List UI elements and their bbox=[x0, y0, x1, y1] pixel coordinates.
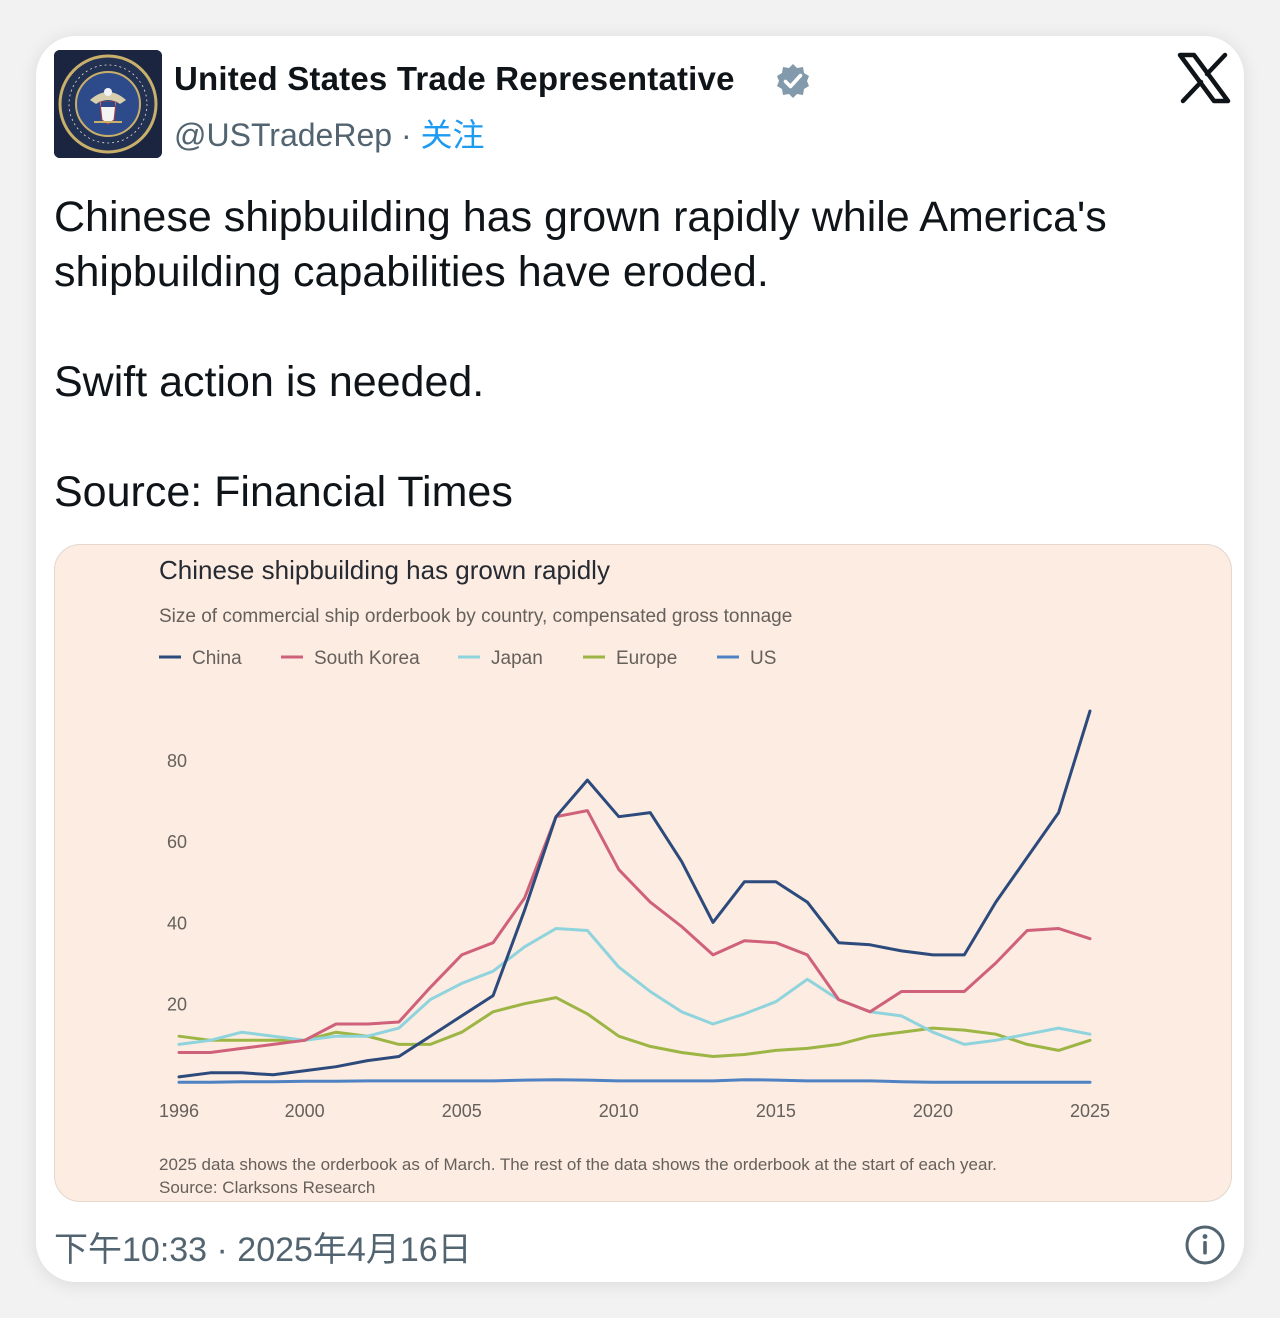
legend-item: US bbox=[717, 648, 776, 669]
y-tick-label: 20 bbox=[167, 995, 187, 1015]
legend-label: Japan bbox=[491, 648, 543, 669]
chart-legend: China South Korea Japan Europe US bbox=[159, 648, 776, 669]
series-line-us bbox=[177, 1078, 1092, 1084]
x-axis: 1996 2000 2005 2010 2015 2020 2025 bbox=[159, 1101, 1110, 1121]
series-line-china bbox=[177, 709, 1092, 1079]
series-line-south-korea bbox=[177, 809, 1092, 1054]
chart-plot-area bbox=[177, 709, 1092, 1084]
tweet-text-line: Source: Financial Times bbox=[54, 468, 513, 516]
legend-label: South Korea bbox=[314, 648, 420, 669]
series-line-europe bbox=[177, 996, 1092, 1058]
legend-item: South Korea bbox=[281, 648, 420, 669]
chart-footnote: 2025 data shows the orderbook as of Marc… bbox=[159, 1155, 997, 1174]
x-tick-label: 2000 bbox=[285, 1101, 325, 1121]
y-tick-label: 80 bbox=[167, 751, 187, 771]
y-tick-label: 60 bbox=[167, 832, 187, 852]
chart-svg: Chinese shipbuilding has grown rapidly S… bbox=[159, 555, 1110, 1197]
x-tick-label: 1996 bbox=[159, 1101, 199, 1121]
y-tick-label: 40 bbox=[167, 913, 187, 933]
info-icon[interactable] bbox=[1184, 1224, 1226, 1266]
legend-item: Japan bbox=[458, 648, 543, 669]
x-logo-icon[interactable] bbox=[1176, 52, 1232, 104]
chart-source: Source: Clarksons Research bbox=[159, 1178, 375, 1197]
tweet-text-line: shipbuilding capabilities have eroded. bbox=[54, 248, 769, 296]
user-handle[interactable]: @USTradeRep bbox=[174, 117, 393, 153]
tweet-text: Chinese shipbuilding has grown rapidly w… bbox=[54, 190, 1214, 520]
tweet-text-line: Chinese shipbuilding has grown rapidly w… bbox=[54, 193, 1107, 241]
verified-badge-icon bbox=[777, 64, 809, 98]
legend-label: China bbox=[192, 648, 242, 669]
tweet-timestamp[interactable]: 下午10:33 · 2025年4月16日 bbox=[54, 1231, 472, 1269]
x-tick-label: 2015 bbox=[756, 1101, 796, 1121]
x-tick-label: 2020 bbox=[913, 1101, 953, 1121]
tweet-text-line: Swift action is needed. bbox=[54, 358, 485, 406]
chart-image[interactable]: Chinese shipbuilding has grown rapidly S… bbox=[54, 544, 1232, 1202]
chart-subtitle: Size of commercial ship orderbook by cou… bbox=[159, 606, 792, 627]
x-tick-label: 2005 bbox=[442, 1101, 482, 1121]
y-axis: 20 40 60 80 bbox=[167, 751, 187, 1015]
chart-title: Chinese shipbuilding has grown rapidly bbox=[159, 555, 610, 585]
legend-item: Europe bbox=[583, 648, 677, 669]
legend-label: Europe bbox=[616, 648, 677, 669]
avatar[interactable] bbox=[54, 50, 162, 158]
separator: · bbox=[392, 117, 421, 153]
legend-item: China bbox=[159, 648, 242, 669]
series-line-japan bbox=[177, 927, 1092, 1046]
handle-row: @USTradeRep · 关注 bbox=[174, 110, 485, 156]
x-tick-label: 2025 bbox=[1070, 1101, 1110, 1121]
legend-label: US bbox=[750, 648, 776, 669]
follow-button[interactable]: 关注 bbox=[420, 117, 485, 153]
presidential-seal-icon bbox=[54, 50, 162, 158]
x-tick-label: 2010 bbox=[599, 1101, 639, 1121]
display-name[interactable]: United States Trade Representative bbox=[174, 60, 735, 97]
